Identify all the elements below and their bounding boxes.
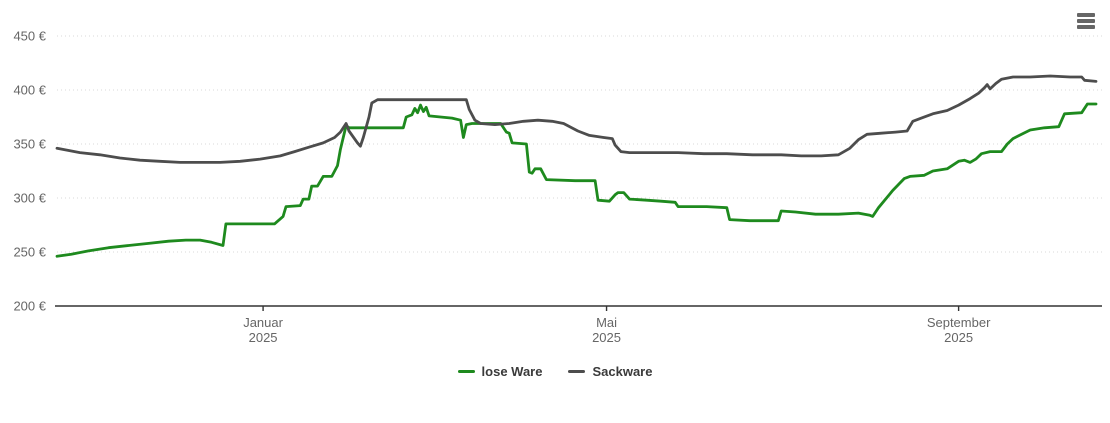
x-axis-month-label: September (927, 315, 991, 330)
chart-plot-area: 450 €400 €350 €300 €250 €200 €Januar2025… (13, 29, 1102, 345)
legend-item-lose-ware[interactable]: lose Ware (457, 364, 543, 379)
hamburger-icon (1077, 13, 1095, 17)
legend-marker-lose-ware (457, 370, 475, 373)
legend-item-sackware[interactable]: Sackware (568, 364, 652, 379)
y-axis-label: 200 € (13, 299, 46, 314)
legend-label-lose-ware: lose Ware (481, 364, 543, 379)
y-axis-label: 300 € (13, 191, 46, 206)
series-line-lose-ware[interactable] (55, 102, 1098, 258)
x-axis-month-label: Januar (243, 315, 283, 330)
chart-legend: lose Ware Sackware (0, 364, 1110, 379)
y-axis-label: 450 € (13, 29, 46, 44)
hamburger-icon (1077, 25, 1095, 29)
x-axis-month-label: Mai (596, 315, 617, 330)
y-axis-label: 350 € (13, 137, 46, 152)
series-line-sackware[interactable] (55, 74, 1098, 164)
legend-marker-sackware (568, 370, 586, 373)
y-axis-label: 400 € (13, 83, 46, 98)
y-axis-label: 250 € (13, 245, 46, 260)
x-axis-year-label: 2025 (944, 330, 973, 345)
legend-label-sackware: Sackware (592, 364, 653, 379)
hamburger-icon (1077, 19, 1095, 23)
chart-context-menu-button[interactable] (1077, 12, 1097, 30)
x-axis-year-label: 2025 (249, 330, 278, 345)
x-axis-year-label: 2025 (592, 330, 621, 345)
